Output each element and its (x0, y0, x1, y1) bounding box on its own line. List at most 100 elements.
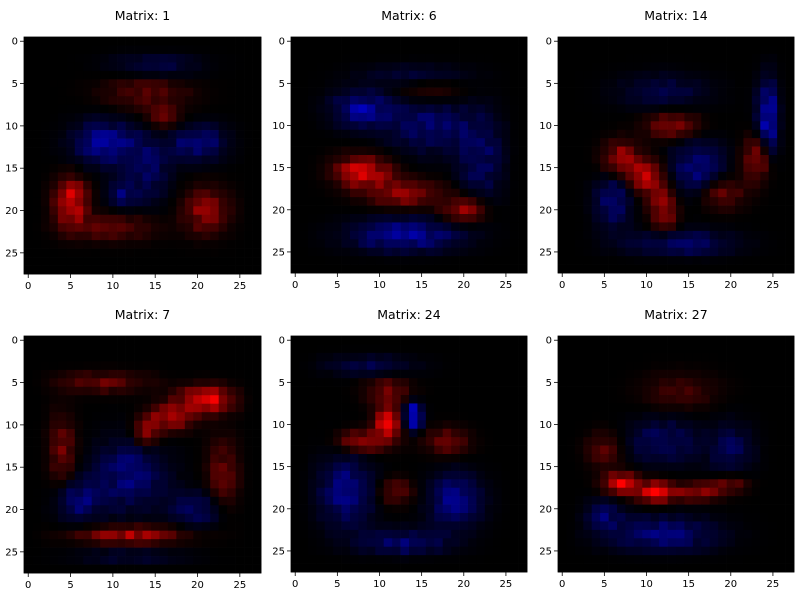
heatmap-cell (684, 87, 694, 97)
heatmap-cell (299, 504, 309, 514)
heatmap-cell (210, 336, 220, 345)
heatmap-cell (760, 462, 770, 472)
heatmap-cell (117, 79, 126, 89)
heatmap-cell (40, 522, 50, 532)
heatmap-cell (218, 70, 228, 80)
heatmap-cell (785, 521, 795, 531)
heatmap-cell (650, 138, 660, 147)
heatmap-cell (425, 428, 435, 438)
heatmap-cell (32, 121, 42, 131)
heatmap-cell (659, 479, 668, 489)
heatmap-cell (476, 369, 486, 379)
heatmap-cell (210, 556, 220, 565)
heatmap-cell (667, 104, 677, 114)
heatmap-cell (676, 529, 685, 539)
heatmap-cell (49, 53, 59, 63)
heatmap-cell (417, 395, 427, 404)
heatmap-cell (451, 378, 460, 387)
heatmap-cell (142, 395, 152, 405)
heatmap-cell (291, 239, 300, 249)
heatmap-cell (701, 96, 711, 105)
heatmap-cell (760, 378, 770, 387)
heatmap-cell (201, 378, 211, 388)
heatmap-cell (358, 104, 368, 114)
heatmap-cell (642, 256, 652, 265)
heatmap-cell (476, 188, 486, 198)
heatmap-cell (777, 197, 786, 206)
heatmap-cell (40, 172, 50, 182)
x-tick-label: 10 (373, 579, 386, 590)
heatmap-cell (57, 206, 67, 216)
heatmap-cell (324, 247, 334, 257)
heatmap-cell (735, 163, 744, 173)
heatmap-cell (451, 247, 460, 257)
heatmap-cell (468, 205, 477, 215)
heatmap-cell (159, 564, 169, 574)
heatmap-cell (74, 248, 84, 258)
heatmap-cell (676, 222, 685, 232)
heatmap-cell (608, 180, 618, 190)
heatmap-cell (392, 496, 401, 505)
heatmap-cell (501, 79, 511, 88)
heatmap-cell (333, 496, 342, 505)
heatmap-cell (608, 79, 618, 88)
heatmap-cell (91, 369, 101, 379)
heatmap-cell (227, 79, 236, 89)
heatmap-cell (333, 121, 342, 131)
heatmap-cell (468, 96, 477, 105)
heatmap-cell (751, 496, 761, 505)
heatmap-cell (417, 214, 427, 223)
heatmap-cell (459, 462, 469, 472)
heatmap-cell (210, 147, 220, 156)
heatmap-cell (709, 222, 719, 232)
heatmap-cell (768, 239, 778, 249)
heatmap-cell (383, 479, 393, 489)
heatmap-cell (299, 336, 309, 345)
heatmap-cell (617, 205, 626, 215)
heatmap-cell (400, 112, 410, 122)
heatmap-cell (57, 62, 67, 72)
heatmap-cell (167, 172, 177, 182)
heatmap-cell (574, 513, 584, 522)
heatmap-cell (518, 104, 528, 114)
heatmap-cell (726, 361, 736, 371)
heatmap-cell (218, 471, 228, 481)
heatmap-cell (777, 361, 786, 371)
heatmap-cell (566, 462, 576, 472)
heatmap-cell (600, 538, 609, 548)
heatmap-cell (417, 197, 427, 206)
heatmap-cell (184, 437, 194, 447)
heatmap-cell (701, 112, 711, 122)
heatmap-cell (235, 163, 245, 173)
heatmap-cell (510, 188, 519, 198)
heatmap-cell (366, 529, 376, 539)
heatmap-cell (709, 96, 719, 105)
heatmap-cell (400, 487, 410, 497)
heatmap-cell (184, 420, 194, 430)
heatmap-cell (451, 188, 460, 198)
heatmap-cell (358, 112, 368, 122)
heatmap-cell (159, 37, 169, 46)
heatmap-cell (341, 479, 351, 489)
heatmap-cell (299, 487, 309, 497)
heatmap-cell (227, 522, 236, 532)
heatmap-cell (434, 256, 444, 265)
heatmap-cell (451, 504, 460, 514)
heatmap-cell (159, 121, 169, 131)
heatmap-cell (350, 546, 359, 556)
heatmap-cell (591, 197, 601, 206)
heatmap-cell (176, 386, 186, 396)
heatmap-cell (684, 230, 694, 240)
heatmap-cell (316, 87, 326, 97)
heatmap-cell (451, 171, 460, 181)
heatmap-cell (625, 96, 635, 105)
heatmap-cell (768, 504, 778, 514)
heatmap-cell (341, 230, 351, 240)
heatmap-cell (57, 429, 67, 438)
heatmap-cell (518, 386, 528, 396)
heatmap-cell (358, 462, 368, 472)
heatmap-cell (210, 479, 220, 489)
heatmap-cell (751, 504, 761, 514)
heatmap-cell (625, 79, 635, 88)
heatmap-cell (210, 163, 220, 173)
